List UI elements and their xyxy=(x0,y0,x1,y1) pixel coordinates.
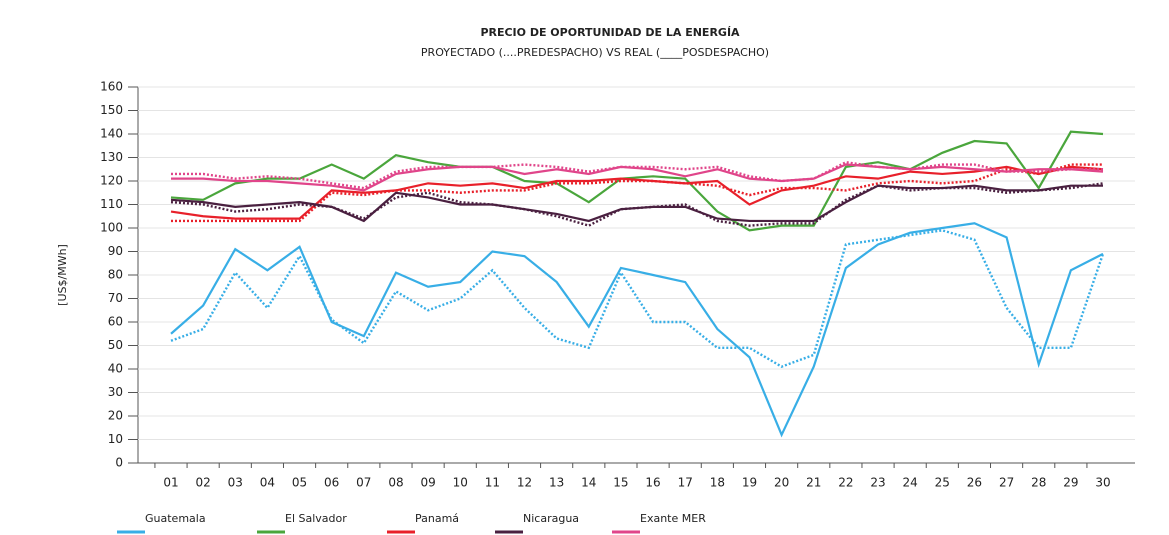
x-tick-label: 09 xyxy=(420,476,435,490)
x-tick-label: 22 xyxy=(838,476,853,490)
y-tick-label: 150 xyxy=(100,103,123,117)
real-line xyxy=(171,163,1104,192)
x-tick-label: 03 xyxy=(228,476,243,490)
real-line xyxy=(170,222,1104,438)
x-tick-label: 08 xyxy=(388,476,403,490)
x-tick-label: 23 xyxy=(870,476,885,490)
y-axis-label: [US$/MWh] xyxy=(56,244,69,306)
y-tick-label: 100 xyxy=(100,221,123,235)
y-tick-label: 20 xyxy=(108,409,123,423)
projected-line xyxy=(171,163,1103,223)
real-line xyxy=(170,184,1103,223)
projected-line xyxy=(171,160,1103,190)
x-tick-label: 19 xyxy=(742,476,757,490)
x-tick-label: 02 xyxy=(195,476,210,490)
y-tick-label: 60 xyxy=(108,315,123,329)
x-tick-label: 11 xyxy=(485,476,500,490)
x-tick-label: 05 xyxy=(292,476,307,490)
y-tick-label: 40 xyxy=(108,362,123,376)
x-tick-label: 14 xyxy=(581,476,596,490)
legend-label: Nicaragua xyxy=(523,512,579,525)
x-tick-label: 25 xyxy=(935,476,950,490)
x-tick-label: 29 xyxy=(1063,476,1078,490)
x-tick-label: 16 xyxy=(645,476,660,490)
y-tick-label: 30 xyxy=(108,385,123,399)
legend-label: Exante MER xyxy=(640,512,706,525)
y-tick-label: 10 xyxy=(108,432,123,446)
legend-label: El Salvador xyxy=(285,512,347,525)
y-tick-label: 160 xyxy=(100,80,123,94)
y-tick-label: 50 xyxy=(108,338,123,352)
x-tick-label: 20 xyxy=(774,476,789,490)
x-tick-label: 27 xyxy=(999,476,1014,490)
y-tick-label: 120 xyxy=(100,174,123,188)
real-line xyxy=(170,165,1104,220)
x-tick-label: 30 xyxy=(1095,476,1110,490)
chart-subtitle: PROYECTADO (....PREDESPACHO) VS REAL (__… xyxy=(421,46,769,59)
chart-title: PRECIO DE OPORTUNIDAD DE LA ENERGÍA xyxy=(480,26,740,39)
x-tick-label: 18 xyxy=(710,476,725,490)
legend-label: Panamá xyxy=(415,512,459,525)
x-tick-label: 15 xyxy=(613,476,628,490)
y-tick-label: 110 xyxy=(100,197,123,211)
x-tick-label: 28 xyxy=(1031,476,1046,490)
y-tick-label: 140 xyxy=(100,127,123,141)
x-tick-label: 21 xyxy=(806,476,821,490)
x-tick-label: 10 xyxy=(453,476,468,490)
y-tick-label: 90 xyxy=(108,244,123,258)
y-tick-label: 80 xyxy=(108,268,123,282)
x-tick-label: 04 xyxy=(260,476,275,490)
x-tick-label: 07 xyxy=(356,476,371,490)
y-tick-label: 70 xyxy=(108,291,123,305)
x-tick-label: 01 xyxy=(163,476,178,490)
y-tick-label: 0 xyxy=(115,456,123,470)
y-tick-label: 130 xyxy=(100,150,123,164)
x-tick-label: 13 xyxy=(549,476,564,490)
x-tick-label: 26 xyxy=(967,476,982,490)
x-tick-label: 24 xyxy=(903,476,918,490)
x-tick-label: 17 xyxy=(678,476,693,490)
legend-label: Guatemala xyxy=(145,512,206,525)
x-tick-label: 12 xyxy=(517,476,532,490)
x-tick-label: 06 xyxy=(324,476,339,490)
projected-line xyxy=(170,229,1105,368)
real-line xyxy=(170,130,1104,232)
